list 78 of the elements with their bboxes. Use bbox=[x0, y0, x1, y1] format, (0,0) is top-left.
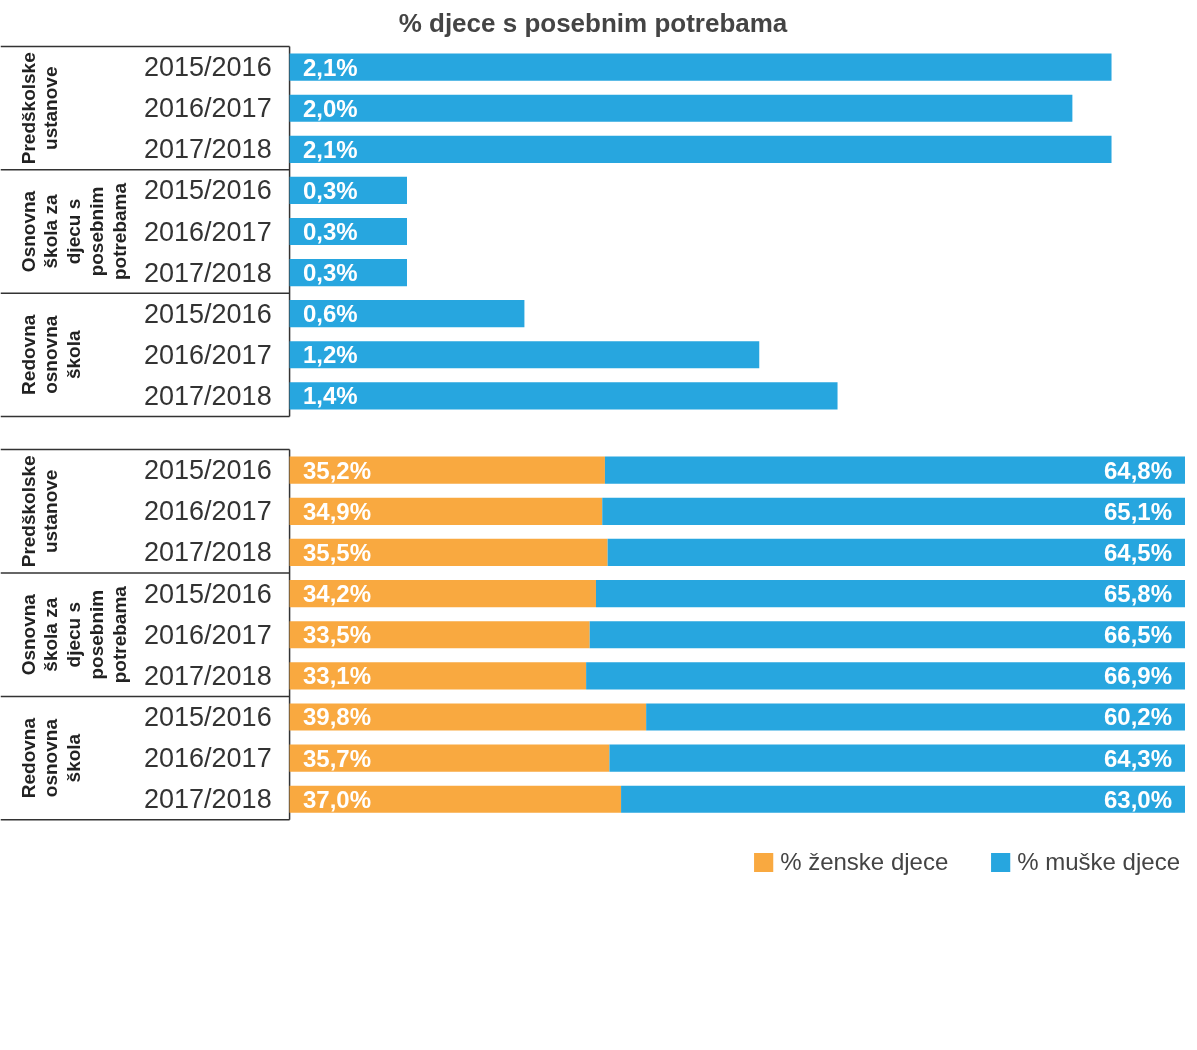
bar bbox=[289, 497, 603, 525]
bar bbox=[289, 662, 587, 690]
y-tick-label: 2017/2018 bbox=[144, 784, 272, 815]
text: Predškolske ustanove bbox=[17, 52, 62, 165]
bar bbox=[289, 94, 1073, 122]
text: Redovna osnovna škola bbox=[17, 717, 85, 799]
y-tick-label: 2017/2018 bbox=[144, 660, 272, 691]
bar bbox=[609, 744, 1185, 772]
y-tick-label: 2017/2018 bbox=[144, 257, 272, 288]
bar bbox=[607, 538, 1185, 567]
data-label: 34,2% bbox=[303, 580, 372, 608]
data-label: 2,1% bbox=[303, 135, 358, 163]
text: Osnovna škola za djecu s posebnim potrebama bbox=[17, 182, 130, 281]
text: Predškolske ustanove bbox=[17, 455, 62, 568]
data-label: 64,5% bbox=[1104, 538, 1173, 566]
data-label: 37,0% bbox=[303, 785, 372, 813]
data-label: 66,5% bbox=[1104, 621, 1173, 649]
y-tick-label: 2016/2017 bbox=[144, 496, 272, 527]
data-label: 35,5% bbox=[303, 538, 372, 566]
bar bbox=[289, 703, 647, 731]
bar bbox=[289, 382, 838, 410]
y-tick-label: 2017/2018 bbox=[144, 537, 272, 568]
data-label: 1,2% bbox=[303, 341, 358, 369]
data-label: 35,7% bbox=[303, 744, 372, 772]
bar bbox=[289, 580, 596, 608]
bar bbox=[289, 456, 605, 484]
data-label: 0,3% bbox=[303, 259, 358, 287]
data-label: 39,8% bbox=[303, 703, 372, 731]
data-label: 33,5% bbox=[303, 621, 372, 649]
bar bbox=[289, 341, 760, 369]
bar bbox=[289, 53, 1112, 81]
bar bbox=[289, 538, 608, 567]
y-tick-label: 2015/2016 bbox=[144, 455, 272, 486]
data-label: 0,3% bbox=[303, 218, 358, 245]
y-tick-label: 2015/2016 bbox=[144, 701, 272, 732]
y-tick-label: 2016/2017 bbox=[144, 743, 272, 774]
y-tick-label: 2016/2017 bbox=[144, 339, 272, 370]
bar bbox=[289, 744, 610, 772]
data-label: 34,9% bbox=[303, 497, 372, 525]
y-tick-label: 2016/2017 bbox=[144, 93, 272, 124]
bar bbox=[604, 456, 1185, 484]
data-label: 35,2% bbox=[303, 456, 372, 484]
data-label: 64,3% bbox=[1104, 744, 1173, 772]
data-label: 2,0% bbox=[303, 94, 358, 122]
data-label: 0,3% bbox=[303, 176, 358, 204]
y-tick-label: 2015/2016 bbox=[144, 52, 272, 83]
y-tick-label: 2017/2018 bbox=[144, 380, 272, 411]
bar bbox=[595, 580, 1185, 608]
data-label: 60,2% bbox=[1104, 703, 1173, 731]
bar bbox=[589, 621, 1185, 649]
data-label: 63,0% bbox=[1104, 785, 1173, 813]
data-label: 2,1% bbox=[303, 53, 358, 81]
legend-label: % ženske djece bbox=[780, 848, 949, 876]
bar bbox=[586, 662, 1185, 690]
y-tick-label: 2016/2017 bbox=[144, 619, 272, 650]
y-tick-label: 2015/2016 bbox=[144, 298, 272, 329]
bar bbox=[602, 497, 1185, 525]
data-label: 65,8% bbox=[1104, 580, 1173, 608]
bar bbox=[289, 300, 525, 328]
data-label: 64,8% bbox=[1104, 456, 1173, 484]
legend-label: % muške djece bbox=[1017, 848, 1180, 876]
chart-title: % djece s posebnim potrebama bbox=[398, 7, 788, 38]
bar bbox=[289, 621, 590, 649]
bar bbox=[289, 135, 1112, 163]
y-tick-label: 2017/2018 bbox=[144, 134, 272, 165]
data-label: 65,1% bbox=[1104, 497, 1173, 525]
data-label: 1,4% bbox=[303, 382, 358, 410]
y-tick-label: 2015/2016 bbox=[144, 578, 272, 609]
y-tick-label: 2016/2017 bbox=[144, 216, 272, 247]
data-label: 33,1% bbox=[303, 662, 372, 690]
bar bbox=[621, 785, 1185, 813]
text: Redovna osnovna škola bbox=[17, 314, 85, 395]
y-tick-label: 2015/2016 bbox=[144, 175, 272, 206]
text: Osnovna škola za djecu s posebnim potrebama bbox=[17, 585, 130, 684]
bar bbox=[289, 785, 622, 813]
bar bbox=[646, 703, 1185, 731]
data-label: 0,6% bbox=[303, 300, 358, 328]
data-label: 66,9% bbox=[1104, 662, 1173, 690]
